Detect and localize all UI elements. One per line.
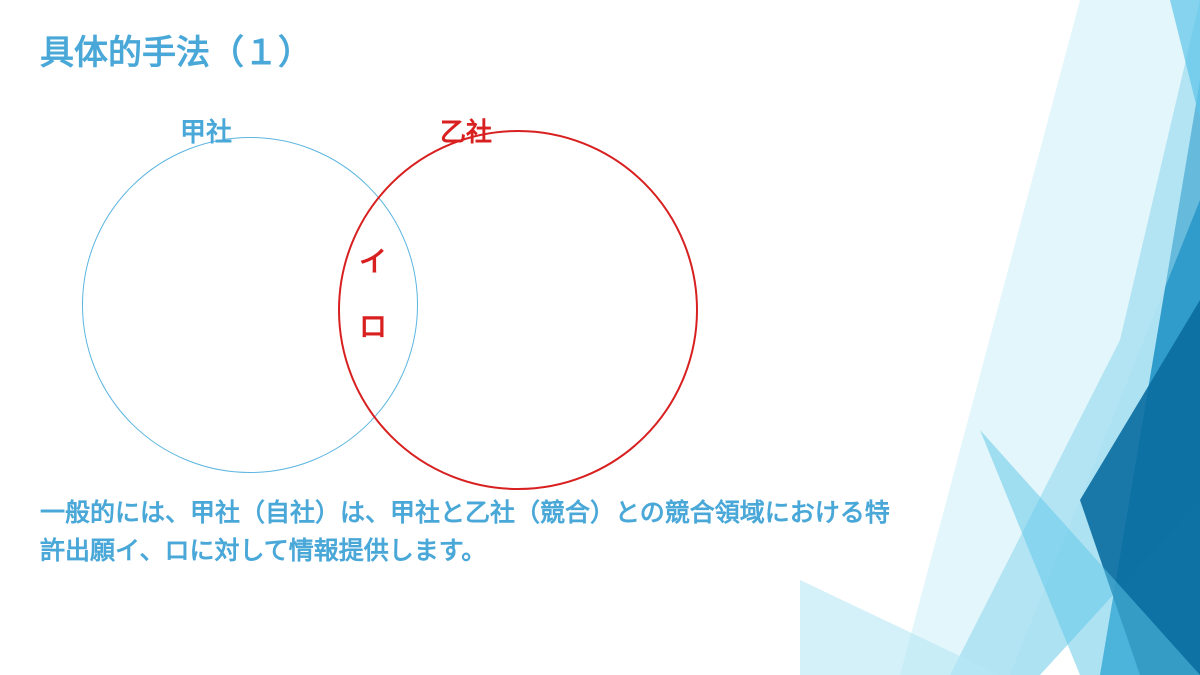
- venn-intersection-label-2: ロ: [359, 305, 387, 345]
- venn-circle-b: [338, 130, 698, 490]
- venn-diagram: 甲社 乙社 イ ロ: [40, 100, 740, 480]
- slide-decoration: [800, 0, 1200, 675]
- body-text: 一般的には、甲社（自社）は、甲社と乙社（競合）との競合領域における特許出願イ、ロ…: [40, 495, 890, 570]
- venn-label-b: 乙社: [440, 112, 492, 149]
- slide-title: 具体的手法（１）: [40, 25, 312, 74]
- venn-label-a: 甲社: [180, 112, 232, 149]
- venn-intersection-label-1: イ: [359, 240, 387, 280]
